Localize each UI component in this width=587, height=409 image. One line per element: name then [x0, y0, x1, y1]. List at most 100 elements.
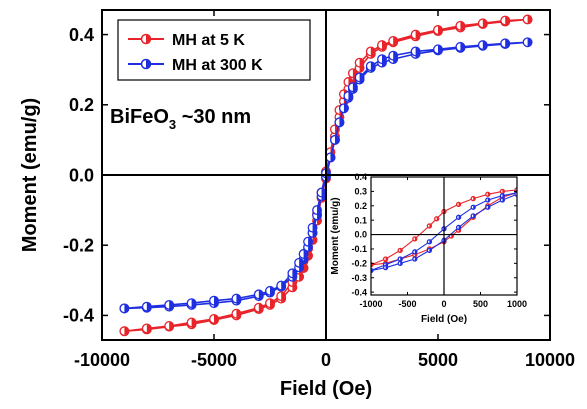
- inset-chart: -1000 -500 0 500 1000 -0.4 -0.3 -0.2 -0.1 0.0 0.1 0…: [330, 172, 527, 325]
- marker-fill: [352, 82, 358, 92]
- marker-fill: [303, 249, 308, 259]
- data-point: [164, 299, 175, 310]
- marker-fill: [308, 251, 313, 261]
- inset-data-point: [455, 224, 462, 231]
- inset-data-point: [455, 201, 462, 207]
- marker-fill: [487, 198, 490, 203]
- data-point: [354, 57, 365, 68]
- legend-label-300k: MH at 300 K: [172, 57, 263, 74]
- inset-data-point: [499, 197, 506, 203]
- marker-fill: [236, 309, 241, 318]
- marker-fill: [258, 303, 264, 313]
- data-point: [500, 38, 511, 49]
- x-tick-label: -10000: [74, 350, 130, 370]
- data-point: [231, 308, 242, 319]
- data-point: [347, 82, 358, 93]
- marker-fill: [505, 16, 510, 25]
- data-point: [287, 268, 298, 279]
- inset-x-tick-label: 500: [473, 299, 488, 309]
- marker-fill: [191, 298, 196, 308]
- y-tick-label: 0.2: [69, 95, 94, 115]
- marker-fill: [385, 257, 388, 262]
- data-point: [477, 18, 488, 29]
- data-point: [141, 323, 152, 334]
- data-point: [500, 15, 511, 26]
- marker-fill: [124, 326, 129, 336]
- data-point: [312, 205, 322, 216]
- marker-fill: [415, 47, 420, 56]
- sample-formula-prefix: BiFeO: [110, 106, 169, 128]
- inset-data-point: [470, 195, 476, 202]
- marker-fill: [270, 298, 275, 308]
- inset-data-point: [397, 260, 403, 266]
- inset-data-point: [412, 236, 418, 242]
- data-point: [186, 317, 197, 328]
- inset-x-tick-label: 1000: [507, 299, 527, 309]
- marker-fill: [393, 36, 398, 46]
- data-point: [294, 257, 305, 268]
- data-point: [186, 298, 197, 309]
- data-point: [276, 291, 287, 302]
- marker-fill: [146, 324, 152, 333]
- data-point: [365, 61, 376, 72]
- marker-fill: [458, 215, 461, 220]
- marker-fill: [382, 54, 387, 64]
- inset-series-line-mh-at-5-k: [371, 189, 517, 266]
- inset-y-tick-label: 0.0: [354, 230, 367, 240]
- inset-data-point: [426, 223, 433, 229]
- inset-x-tick-label: -1000: [359, 299, 382, 309]
- inset-axis-ticks: -1000 -500 0 500 1000 -0.4 -0.3 -0.2 -0.1 0.0 0.1 0…: [351, 172, 527, 309]
- inset-data-point: [426, 239, 433, 245]
- marker-fill: [334, 135, 340, 145]
- x-tick-label: 5000: [418, 350, 458, 370]
- legend-marker-fill: [146, 59, 151, 69]
- sample-annotation: BiFeO3 ~30 nm: [110, 106, 251, 132]
- inset-y-tick-label: 0.1: [354, 215, 367, 225]
- inset-data-point: [455, 214, 462, 220]
- marker-fill: [429, 248, 432, 253]
- inset-data-point: [434, 216, 440, 222]
- data-point: [388, 50, 399, 61]
- data-point: [316, 187, 327, 198]
- data-point: [265, 298, 275, 309]
- marker-fill: [414, 257, 417, 262]
- inset-data-point: [382, 256, 389, 262]
- inset-data-point: [426, 247, 433, 254]
- marker-fill: [214, 314, 219, 324]
- data-point: [433, 44, 443, 55]
- inset-x-tick-label: 0: [441, 299, 446, 309]
- marker-fill: [330, 153, 335, 162]
- data-point: [477, 40, 488, 51]
- marker-fill: [487, 205, 490, 210]
- marker-fill: [473, 213, 476, 218]
- data-point: [119, 326, 130, 337]
- y-tick-label: 0.4: [69, 25, 94, 45]
- data-point: [276, 280, 287, 291]
- data-point: [209, 295, 219, 306]
- marker-fill: [527, 15, 532, 24]
- inset-data-point: [470, 204, 476, 210]
- marker-fill: [370, 61, 376, 71]
- marker-fill: [281, 281, 286, 290]
- inset-data-point: [499, 193, 506, 199]
- data-point: [410, 29, 421, 40]
- inset-data-point: [397, 247, 403, 254]
- x-tick-label: -5000: [191, 350, 237, 370]
- data-point: [338, 103, 349, 114]
- marker-fill: [359, 73, 364, 82]
- marker-fill: [458, 225, 461, 230]
- inset-data-point: [412, 249, 418, 255]
- marker-fill: [317, 205, 322, 215]
- inset-data-point: [470, 213, 476, 219]
- marker-fill: [308, 237, 313, 247]
- data-point: [354, 72, 365, 83]
- inset-y-tick-label: -0.2: [351, 258, 367, 268]
- inset-y-axis-title: Moment (emu/g): [330, 197, 341, 274]
- sample-formula-subscript: 3: [169, 117, 176, 132]
- marker-fill: [299, 258, 304, 268]
- marker-fill: [460, 42, 465, 52]
- y-axis-title: Moment (emu/g): [19, 98, 41, 252]
- marker-fill: [258, 290, 264, 299]
- marker-fill: [303, 263, 308, 273]
- data-point: [164, 321, 175, 331]
